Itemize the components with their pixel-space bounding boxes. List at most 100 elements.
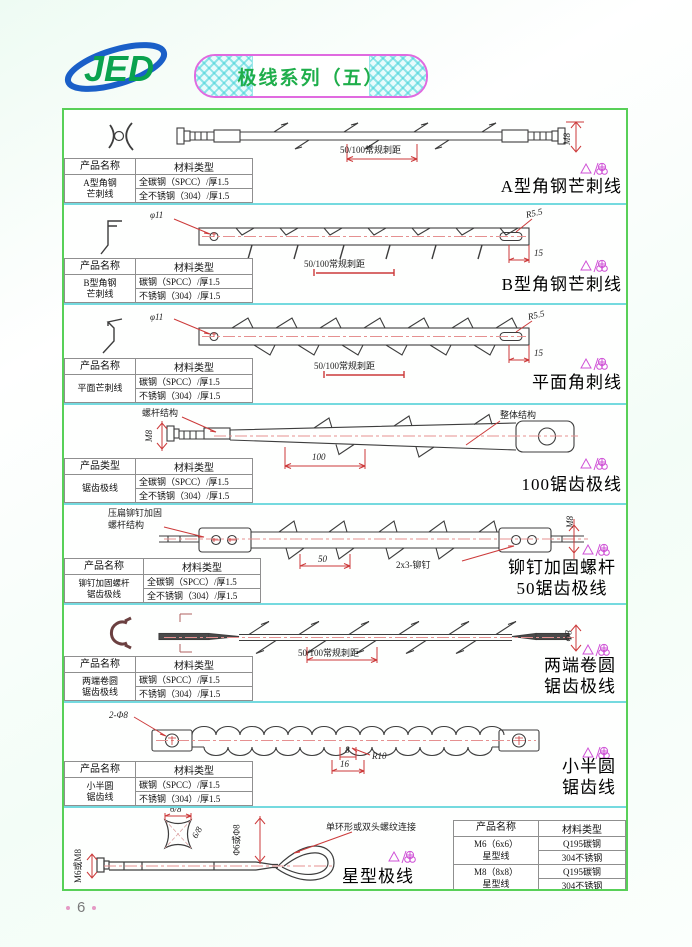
spec-table: 产品名称 材料类型 B型角钢 芒刺线 碳钢（SPCC）/厚1.5 不锈钢（304）… [64,258,253,303]
material-cell: 全不锈钢（304）/厚1.5 [135,488,253,503]
section-flat-barb-wire: φ11 R5.5 15 50/100常规刺距 产品名称 材料类型 平面芒刺线 碳… [64,303,626,403]
page-number-dot [66,905,70,910]
material-cell: 碳钢（SPCC）/厚1.5 [135,274,253,289]
section-half-circle-sawtooth-wire: 2-Φ8 8 16 R10 产品名称 材料类型 小半圆 锯齿线 碳钢（SPCC）/… [64,701,626,806]
page-number-dot [92,905,97,910]
star-wire-drawing [86,813,353,881]
riveted-sawtooth-drawing [159,519,588,569]
logo-text: JED [84,48,154,89]
certification-mark-icon [580,357,608,371]
page-number: 6 [66,899,97,916]
product-name-cell: M6（6x6） 星型线 [453,836,539,865]
product-name-cell: A型角钢 芒刺线 [64,174,136,203]
dim-label-r10: R10 [372,751,387,761]
material-cell: 不锈钢（304）/厚1.5 [135,791,253,806]
product-name-cell: 锯齿极线 [64,474,136,503]
section-title: 铆钉加固螺杆 50锯齿极线 [508,557,616,598]
material-cell: 碳钢（SPCC）/厚1.5 [135,374,253,389]
section-title: 小半圆 锯齿线 [562,756,616,797]
dim-label-length: 15 [534,248,543,258]
product-name-cell: 平面芒刺线 [64,374,136,403]
spec-table: 产品名称 材料类型 两端卷圆 锯齿极线 碳钢（SPCC）/厚1.5 不锈钢（304… [64,656,253,701]
section-title: 星型极线 [342,867,414,886]
certification-mark-icon [582,543,610,557]
section-title: 平面角刺线 [532,373,622,392]
material-cell: 304不锈钢 [538,878,626,889]
spec-table: 产品名称 材料类型 平面芒刺线 碳钢（SPCC）/厚1.5 不锈钢（304）/厚… [64,358,253,403]
col-header-material: 材料类型 [538,820,626,837]
section-100-sawtooth-wire: 螺杆结构 整体结构 M8 100 产品类型 材料类型 锯齿极线 全碳钢（SPCC… [64,403,626,503]
col-header-material: 材料类型 [135,656,253,673]
section-title: B型角钢芒刺线 [501,275,622,294]
product-name-cell: 小半圆 锯齿线 [64,777,136,806]
dim-label-phi6-phi8: Φ6或Φ8 [231,824,242,856]
certification-mark-icon [580,457,608,471]
page-title: 极线系列（五） [194,54,428,98]
callout-thread-connection: 单环形或双头螺纹连接 [326,822,417,832]
dim-label-length: 15 [534,348,543,358]
dim-label-pitch: 50/100常规刺距 [298,648,360,658]
section-title: 100锯齿极线 [521,475,622,494]
callout-rivets: 2x3-铆钉 [396,560,431,570]
certification-mark-icon [388,850,416,864]
col-header-material: 材料类型 [135,358,253,375]
callout-whole-structure: 整体结构 [500,410,537,420]
col-header-material: 材料类型 [135,258,253,275]
pill-hatch-right [369,56,426,96]
col-header-material: 材料类型 [143,558,261,575]
material-cell: 不锈钢（304）/厚1.5 [135,686,253,701]
dim-label-diameter: φ11 [150,312,164,322]
spec-table: 产品名称 材料类型 小半圆 锯齿线 碳钢（SPCC）/厚1.5 不锈钢（304）/… [64,761,253,806]
dim-label-16: 16 [340,759,349,769]
half-circle-drawing [133,716,540,774]
logo-ellipse [64,42,168,92]
section-star-type-wire: 6/8 6/8 M6或M8 Φ6或Φ8 单环形或双头螺纹连接 星型极线 产品名称… [64,806,626,889]
spec-table: 产品类型 材料类型 锯齿极线 全碳钢（SPCC）/厚1.5 全不锈钢（304）/… [64,458,253,503]
dim-label-pitch: 50/100常规刺距 [340,145,402,155]
col-header-product: 产品名称 [64,558,144,575]
spec-table: 产品名称 材料类型 铆钉加固螺杆 锯齿极线 全碳钢（SPCC）/厚1.5 全不锈钢… [64,558,261,603]
material-cell: 全碳钢（SPCC）/厚1.5 [143,574,261,589]
content-frame: 50/100常规刺距 M8 产品名称 材料类型 A型角钢 芒刺线 全碳钢（SPCC… [62,108,628,891]
callout-rivet-note-line2: 螺杆结构 [108,520,145,530]
section-rolled-end-sawtooth-wire: 50/100常规刺距 Φ8 产品名称 材料类型 两端卷圆 锯齿极线 碳钢（SPCC… [64,603,626,701]
col-header-material: 材料类型 [135,458,253,475]
a-type-drawing [108,121,584,162]
dim-label-holes: 2-Φ8 [109,710,128,720]
rolled-end-drawing [109,613,582,663]
product-name-cell: B型角钢 芒刺线 [64,274,136,303]
page-number-text: 6 [77,899,86,916]
col-header-material: 材料类型 [135,158,253,175]
product-name-cell: M8（8x8） 星型线 [453,864,539,889]
material-cell: 全碳钢（SPCC）/厚1.5 [135,474,253,489]
certification-mark-icon [580,162,608,176]
spec-table: 产品名称 材料类型 A型角钢 芒刺线 全碳钢（SPCC）/厚1.5 全不锈钢（30… [64,158,253,203]
star-spec-table: 产品名称 材料类型 M6（6x6） 星型线 Q195碳钢 304不锈钢 M8（8x… [453,820,626,889]
material-cell: 304不锈钢 [538,850,626,865]
dim-label-50: 50 [318,554,327,564]
material-cell: Q195碳钢 [538,836,626,851]
jed-logo: JED [64,42,168,92]
material-cell: 碳钢（SPCC）/厚1.5 [135,777,253,792]
b-angle-profile-icon [100,220,122,255]
flat-angle-profile-icon [102,318,123,354]
material-cell: 全不锈钢（304）/厚1.5 [135,188,253,203]
section-a-type-barb-wire: 50/100常规刺距 M8 产品名称 材料类型 A型角钢 芒刺线 全碳钢（SPCC… [64,110,626,203]
col-header-product: 产品名称 [64,761,136,778]
callout-screw-structure: 螺杆结构 [142,408,179,418]
dim-label-m6-m8: M6或M8 [73,848,84,883]
dim-label-m8: M8 [565,515,576,528]
col-header-material: 材料类型 [135,761,253,778]
certification-mark-icon [582,643,610,657]
section-title: A型角钢芒刺线 [500,177,622,196]
certification-mark-icon [580,259,608,273]
col-header-product: 产品名称 [64,656,136,673]
material-cell: 不锈钢（304）/厚1.5 [135,388,253,403]
dim-label-8: 8 [345,745,350,755]
dim-label-diameter: Φ8 [563,630,574,642]
material-cell: 全碳钢（SPCC）/厚1.5 [135,174,253,189]
col-header-product: 产品名称 [64,158,136,175]
material-cell: 碳钢（SPCC）/厚1.5 [135,672,253,687]
dim-label-pitch: 50/100常规刺距 [314,361,376,371]
callout-rivet-note-line1: 压扁铆钉加固 [108,508,163,518]
